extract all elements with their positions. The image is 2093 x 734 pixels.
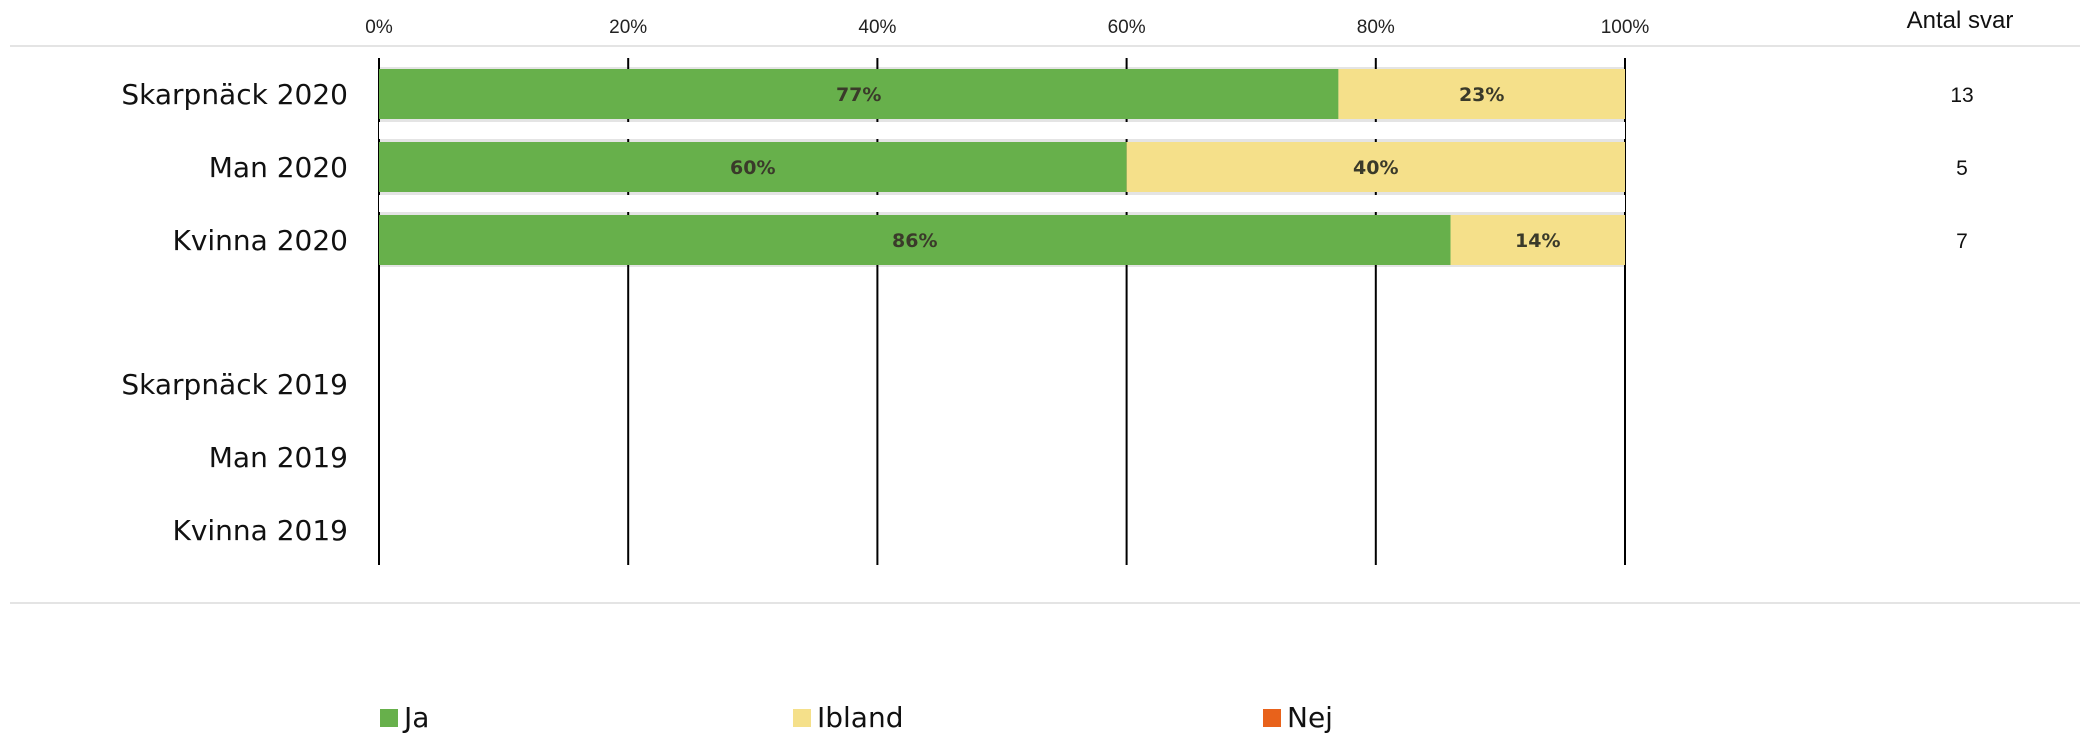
bar-segment: [1450, 215, 1625, 265]
response-counts: Antal svar 13 5 7: [1907, 7, 2014, 253]
legend: Ja Ibland Nej: [380, 701, 1333, 734]
data-label: 86%: [892, 230, 937, 252]
bar-segment: [379, 69, 1339, 119]
bar-segment: [379, 215, 1451, 265]
count-value: 5: [1956, 157, 1968, 180]
legend-label: Nej: [1287, 701, 1333, 734]
bars: 77% 23% 60% 40% 86% 14%: [379, 69, 1625, 265]
x-axis-ticks: 0% 20% 40% 60% 80% 100%: [365, 17, 1649, 38]
bar-gap: [379, 122, 1625, 139]
data-label: 14%: [1515, 230, 1560, 252]
data-label: 23%: [1459, 84, 1504, 106]
data-label: 77%: [836, 84, 881, 106]
bar-segment: [379, 142, 1127, 192]
bar-gap: [379, 195, 1625, 212]
count-value: 13: [1950, 84, 1973, 107]
count-header: Antal svar: [1907, 7, 2014, 34]
count-value: 7: [1956, 230, 1968, 253]
x-tick-label: 100%: [1601, 17, 1650, 38]
data-label: 60%: [730, 157, 775, 179]
data-label: 40%: [1353, 157, 1398, 179]
category-labels: Skarpnäck 2020 Man 2020 Kvinna 2020 Skarpnä…: [121, 78, 348, 547]
x-tick-label: 40%: [858, 17, 896, 38]
category-label: Skarpnäck 2020: [121, 78, 348, 111]
category-label: Man 2020: [209, 151, 348, 184]
category-label: Kvinna 2020: [172, 224, 348, 257]
legend-label: Ja: [402, 701, 429, 734]
x-tick-label: 0%: [365, 17, 393, 38]
x-tick-label: 20%: [609, 17, 647, 38]
x-tick-label: 80%: [1357, 17, 1395, 38]
legend-swatch: [380, 709, 398, 727]
category-label: Man 2019: [209, 441, 348, 474]
legend-swatch: [1263, 709, 1281, 727]
legend-label: Ibland: [817, 701, 904, 734]
legend-swatch: [793, 709, 811, 727]
category-label: Skarpnäck 2019: [121, 368, 348, 401]
bar-segment: [1126, 142, 1625, 192]
x-tick-label: 60%: [1108, 17, 1146, 38]
bar-segment: [1338, 69, 1625, 119]
category-label: Kvinna 2019: [172, 514, 348, 547]
